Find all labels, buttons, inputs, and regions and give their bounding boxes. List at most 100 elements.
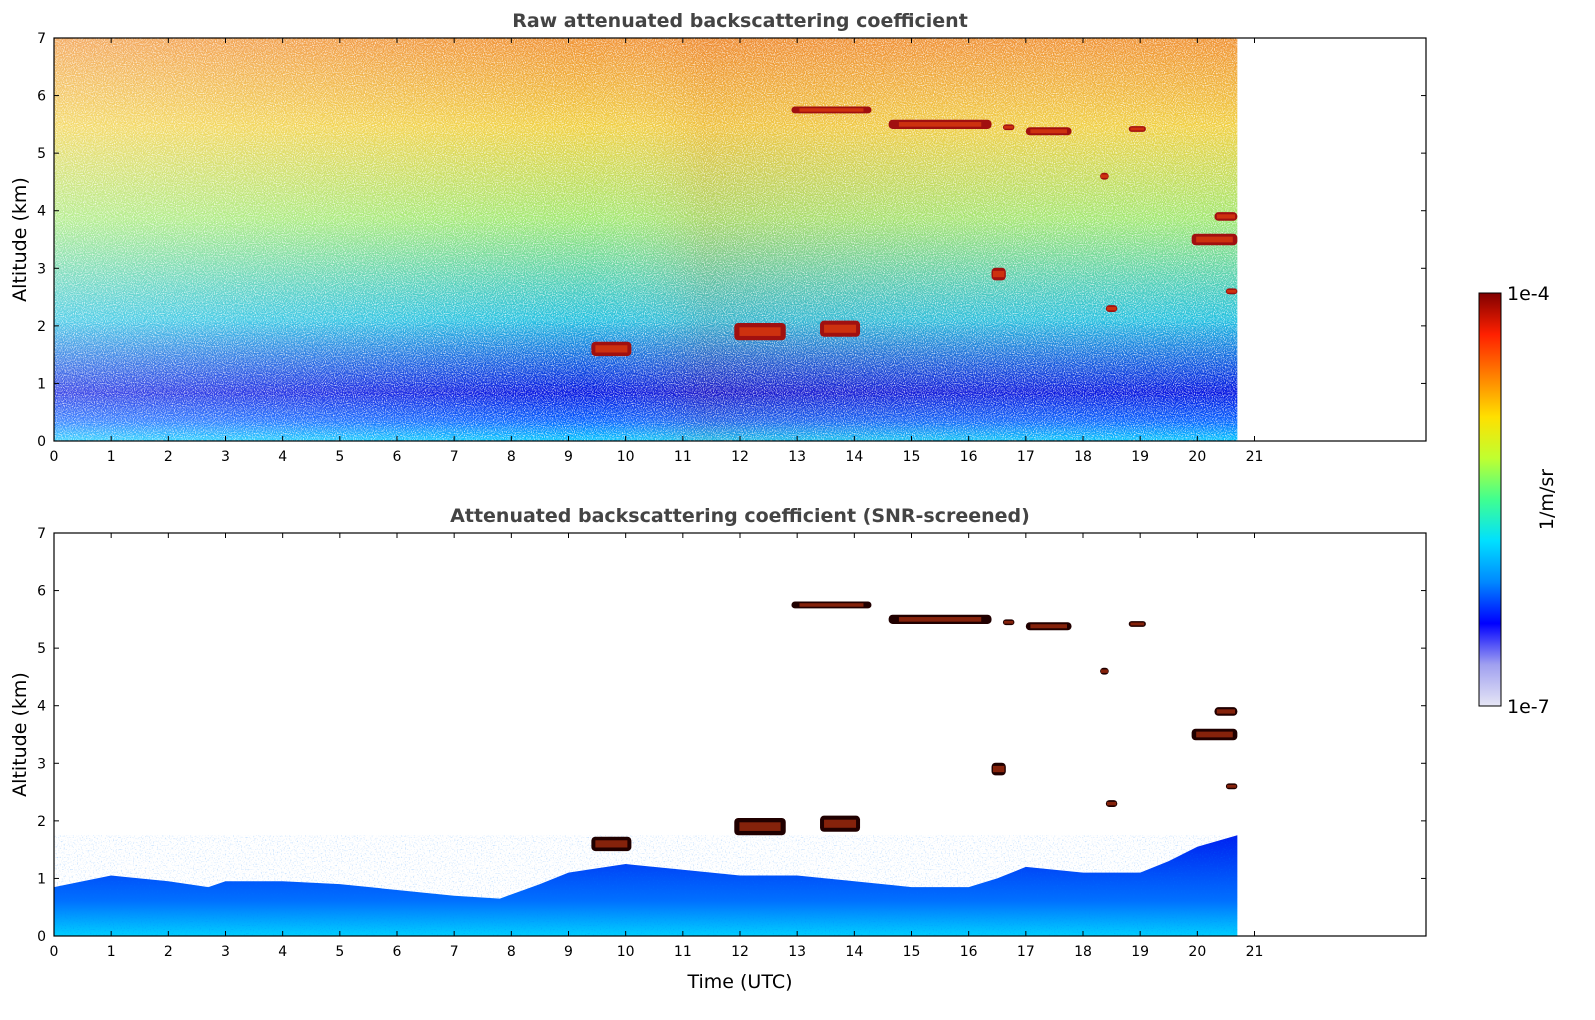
cloud-feature-core [1107,801,1117,806]
cloud-layers [591,106,1238,357]
x-tick-label: 11 [674,944,692,960]
cloud-feature-core [1107,306,1117,311]
chart-title: Raw attenuated backscattering coefficien… [512,10,968,32]
x-tick-label: 16 [960,449,978,465]
x-tick-label: 15 [903,944,921,960]
y-tick-label: 2 [37,814,46,830]
y-tick-label: 5 [37,641,46,657]
y-tick-label: 7 [37,31,46,47]
x-tick-label: 17 [1017,944,1035,960]
x-tick-label: 15 [903,449,921,465]
cloud-feature-core [898,122,982,127]
x-tick-label: 12 [731,944,749,960]
x-tick-label: 19 [1131,944,1149,960]
cloud-feature-core [1130,622,1145,626]
x-tick-label: 6 [393,449,402,465]
cloud-feature-core [1004,620,1014,624]
screened-data-field [54,601,1238,936]
x-tick-label: 3 [221,449,230,465]
cloud-feature-core [1196,731,1233,738]
cloud-layers [591,601,1238,852]
x-tick-label: 12 [731,449,749,465]
panel-raw: 0 1 2 3 4 5 6 7 8 9 10 11 12 13 14 15 16 17 18 19 20 21 01234… [9,10,1427,465]
y-tick-label: 0 [37,929,46,945]
y-axis-ticks: 0 1 2 3 4 5 6 7 [37,526,1426,945]
x-tick-label: 19 [1131,449,1149,465]
x-tick-label: 14 [845,944,863,960]
colorbar-gradient [1478,292,1502,707]
x-tick-label: 20 [1188,944,1206,960]
colorbar-unit-label: 1/m/sr [1536,469,1558,530]
x-tick-label: 16 [960,944,978,960]
cloud-feature-core [739,822,781,831]
x-tick-label: 11 [674,449,692,465]
y-tick-label: 4 [37,699,46,715]
cloud-feature-core [739,327,781,336]
x-tick-label: 1 [107,944,116,960]
y-axis-ticks: 0 1 2 3 4 5 6 7 [37,31,1426,450]
x-tick-label: 7 [450,944,459,960]
x-tick-label: 18 [1074,449,1092,465]
x-tick-label: 3 [221,944,230,960]
cloud-feature-core [595,840,628,848]
colorbar-min-label: 1e-7 [1507,696,1550,718]
y-tick-label: 6 [37,89,46,105]
cloud-feature-core [1130,127,1145,131]
x-tick-label: 14 [845,449,863,465]
x-tick-label: 8 [507,944,516,960]
cloud-feature-core [1004,125,1014,129]
x-tick-label: 13 [788,944,806,960]
cloud-feature-core [1101,174,1108,178]
colorbar-max-label: 1e-4 [1507,283,1550,305]
x-tick-label: 10 [617,944,635,960]
cloud-feature-core [898,617,982,622]
x-tick-label: 5 [335,944,344,960]
y-tick-label: 0 [37,434,46,450]
x-tick-label: 4 [278,944,287,960]
cloud-feature-core [799,603,864,607]
cloud-feature-core [1030,129,1067,134]
y-tick-label: 7 [37,526,46,542]
x-tick-label: 0 [50,449,59,465]
cloud-feature-core [1030,624,1067,629]
colorbar: 1e-4 1e-7 1/m/sr [1478,283,1558,718]
x-tick-label: 17 [1017,449,1035,465]
x-tick-label: 20 [1188,449,1206,465]
x-axis-ticks: 0 1 2 3 4 5 6 7 8 9 10 11 12 13 14 15 16 17 18 19 20 21 [50,533,1263,960]
x-axis-label: Time (UTC) [686,971,792,993]
x-tick-label: 5 [335,449,344,465]
cloud-feature-core [824,324,857,333]
cloud-feature-core [799,108,864,112]
x-tick-label: 9 [564,449,573,465]
cloud-feature-core [1101,669,1108,673]
cloud-feature-core [1196,236,1233,243]
cloud-feature-core [1227,784,1237,788]
x-tick-label: 7 [450,449,459,465]
x-tick-label: 21 [1246,449,1264,465]
y-axis-label: Altitude (km) [9,177,31,302]
x-tick-label: 2 [164,944,173,960]
y-axis-label: Altitude (km) [9,672,31,797]
x-tick-label: 6 [393,944,402,960]
cloud-feature-core [992,765,1005,773]
x-tick-label: 10 [617,449,635,465]
x-axis-ticks: 0 1 2 3 4 5 6 7 8 9 10 11 12 13 14 15 16 17 18 19 20 21 [50,38,1264,465]
chart-title: Attenuated backscattering coefficient (S… [450,505,1030,527]
cloud-feature-core [824,819,857,828]
x-tick-label: 4 [278,449,287,465]
cloud-feature-core [1216,709,1236,714]
cloud-feature-core [992,270,1005,278]
y-tick-label: 5 [37,146,46,162]
panel-snr-screened: 0 1 2 3 4 5 6 7 8 9 10 11 12 13 14 15 16 17 18 19 20 21 01234… [9,505,1427,993]
y-tick-label: 4 [37,204,46,220]
x-tick-label: 18 [1074,944,1092,960]
x-tick-label: 13 [788,449,806,465]
y-tick-label: 3 [37,756,46,772]
cloud-feature-core [1216,214,1236,219]
cloud-feature-core [595,345,628,353]
x-tick-label: 1 [107,449,116,465]
y-tick-label: 3 [37,261,46,277]
x-tick-label: 2 [164,449,173,465]
x-tick-label: 9 [564,944,573,960]
